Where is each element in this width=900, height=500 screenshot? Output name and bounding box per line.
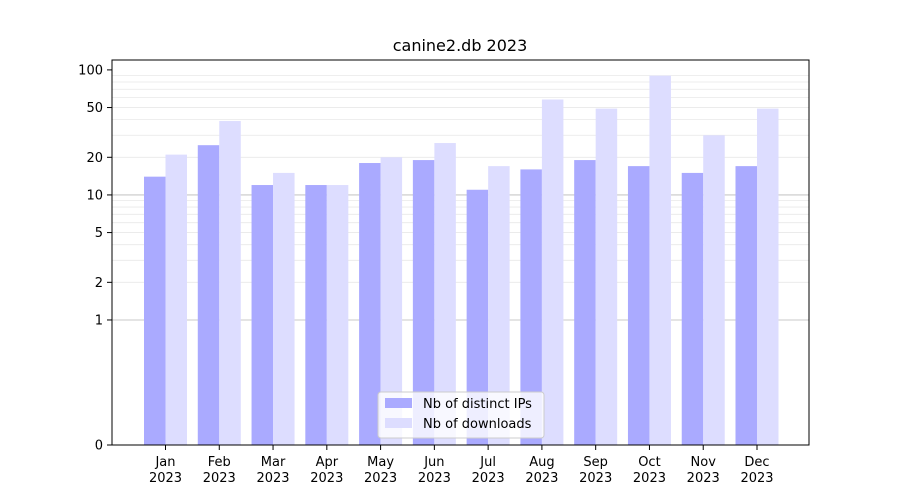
bar-distinct-ips [359,163,381,445]
y-tick-label: 50 [86,101,103,116]
x-tick-label-month: Oct [638,455,660,470]
bar-downloads [703,135,725,445]
x-tick-label-year: 2023 [472,471,505,486]
legend-label: Nb of downloads [423,417,532,432]
legend-label: Nb of distinct IPs [423,397,532,412]
x-tick-label-month: May [367,455,394,470]
bar-distinct-ips [627,166,650,445]
bar-distinct-ips [197,145,220,445]
plot-frame [111,59,810,446]
legend: Nb of distinct IPs Nb of downloads [377,391,545,439]
x-tick-label-month: Sep [583,455,608,470]
legend-swatch [385,418,412,428]
bar-downloads [434,143,456,445]
x-tick-label-month: Jun [423,455,444,470]
y-tick-label: 5 [95,226,103,241]
bar-downloads [219,121,241,446]
bar-downloads [649,75,671,446]
bar-distinct-ips [305,185,327,445]
x-tick-label-year: 2023 [633,471,666,486]
bar-distinct-ips [144,176,166,445]
x-tick-label-year: 2023 [740,471,773,486]
chart-title: canine2.db 2023 [393,36,528,55]
x-axis: Jan2023Feb2023Mar2023Apr2023May2023Jun20… [149,445,774,486]
y-axis: 0 1 2 5 10 20 50 100 [78,63,112,454]
x-tick-label-year: 2023 [364,471,397,486]
x-tick-label-year: 2023 [687,471,720,486]
bar-downloads [165,154,187,446]
bar-distinct-ips [412,160,435,445]
x-tick-label-year: 2023 [310,471,343,486]
bar-downloads [380,157,403,445]
x-tick-label-year: 2023 [256,471,289,486]
x-tick-label-month: Mar [261,455,286,470]
bar-downloads [541,99,564,446]
x-tick-label-year: 2023 [525,471,558,486]
x-tick-label-month: Jan [154,455,175,470]
x-tick-label-month: Feb [208,455,231,470]
bar-distinct-ips [251,185,274,445]
x-tick-label-month: Dec [744,455,769,470]
bar-downloads [273,172,295,445]
x-tick-label-year: 2023 [149,471,182,486]
bar-distinct-ips [520,169,542,445]
y-tick-label: 100 [78,63,103,78]
y-tick-label: 1 [95,313,103,328]
x-tick-label-month: Nov [691,455,717,470]
bar-distinct-ips [735,166,757,445]
bar-downloads [488,166,510,445]
y-tick-label: 0 [95,439,103,454]
y-tick-label: 10 [86,188,103,203]
bar-downloads [326,185,349,445]
x-tick-label-year: 2023 [579,471,612,486]
bar-distinct-ips [574,160,596,445]
bar-distinct-ips [681,172,704,445]
bar-downloads [595,108,618,445]
x-tick-label-year: 2023 [203,471,236,486]
x-tick-label-month: Jul [479,455,496,470]
legend-swatch [385,398,412,408]
legend-box [377,391,545,439]
y-tick-label: 2 [95,276,103,291]
y-tick-label: 20 [86,151,103,166]
bars [144,75,779,446]
bar-downloads [757,108,779,445]
x-tick-label-year: 2023 [418,471,451,486]
bar-distinct-ips [466,189,489,445]
x-tick-label-month: Aug [529,455,554,470]
x-tick-label-month: Apr [316,455,339,470]
